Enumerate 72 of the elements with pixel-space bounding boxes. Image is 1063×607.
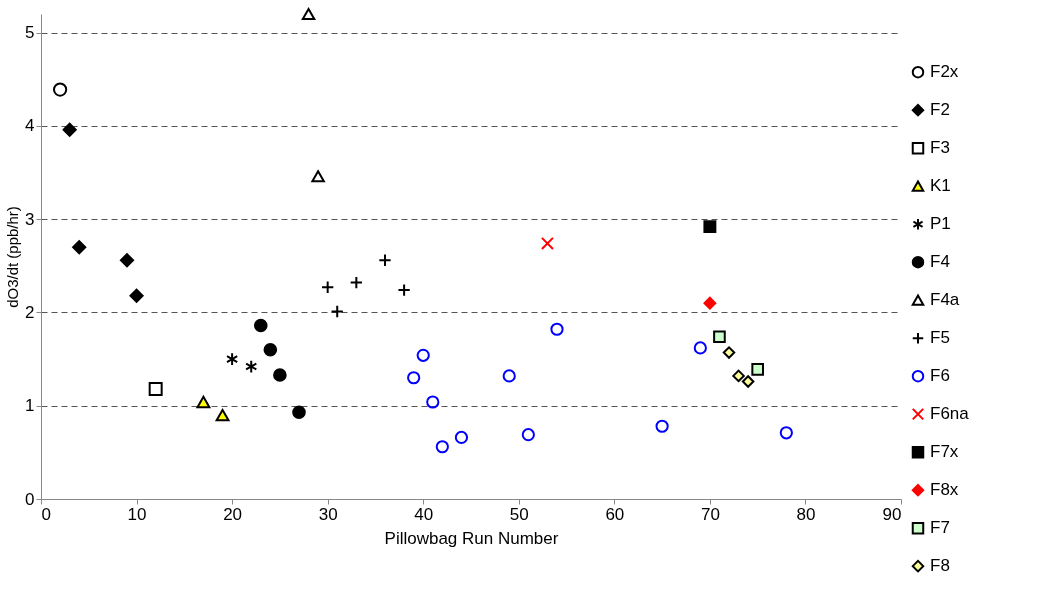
point xyxy=(435,440,449,454)
x-tick-label: 20 xyxy=(223,504,243,524)
legend-label: F3 xyxy=(930,138,950,158)
point xyxy=(62,122,77,137)
point xyxy=(416,348,430,362)
point xyxy=(779,426,793,440)
y-axis-title: dO3/dt (ppb/hr) xyxy=(4,206,22,308)
legend-label: F5 xyxy=(930,328,950,348)
x-tick-label: 70 xyxy=(700,504,720,524)
point xyxy=(245,359,258,374)
point xyxy=(330,304,344,319)
point xyxy=(540,236,554,250)
point xyxy=(321,280,335,294)
x-tick-label: 60 xyxy=(605,504,625,524)
point xyxy=(703,220,717,234)
legend-label: F6 xyxy=(930,366,950,386)
point xyxy=(693,341,707,355)
legend-label: F7x xyxy=(930,442,959,462)
point xyxy=(454,430,469,445)
y-tick-label: 1 xyxy=(25,396,35,416)
point xyxy=(253,318,268,333)
x-tick-label: 0 xyxy=(41,504,51,524)
point xyxy=(521,428,535,442)
point xyxy=(292,405,306,420)
point xyxy=(741,375,755,388)
x-axis-title: Pillowbag Run Number xyxy=(384,528,559,548)
point xyxy=(148,381,163,396)
y-tick-label: 2 xyxy=(25,302,35,322)
point xyxy=(378,253,392,267)
point xyxy=(196,395,211,409)
legend-label: F8 xyxy=(930,556,950,576)
x-tick-label: 50 xyxy=(509,504,529,524)
point xyxy=(311,170,325,183)
point xyxy=(703,296,717,310)
point xyxy=(732,369,745,383)
legend-label: F4a xyxy=(930,290,960,310)
point xyxy=(273,368,287,382)
point xyxy=(502,369,516,383)
point xyxy=(397,283,411,297)
point xyxy=(751,363,764,376)
point xyxy=(119,253,135,268)
y-tick-label: 3 xyxy=(25,209,35,229)
point xyxy=(550,322,564,336)
x-tick-label: 30 xyxy=(318,504,338,524)
legend-label: F4 xyxy=(930,252,950,272)
x-tick-label: 10 xyxy=(127,504,147,524)
point xyxy=(129,288,144,303)
y-tick-label: 0 xyxy=(25,489,35,509)
x-tick-label: 40 xyxy=(414,504,434,524)
legend-label: K1 xyxy=(930,176,951,196)
point xyxy=(52,82,68,97)
point xyxy=(263,342,278,357)
legend-label: P1 xyxy=(930,214,951,234)
legend-label: F8x xyxy=(930,480,959,500)
legend-label: F7 xyxy=(930,518,950,538)
y-tick-label: 4 xyxy=(25,116,35,136)
point xyxy=(426,395,440,409)
x-tick-label: 80 xyxy=(796,504,816,524)
point xyxy=(407,371,421,385)
point xyxy=(722,346,736,359)
point xyxy=(713,330,726,344)
point xyxy=(301,8,316,20)
legend-label: F6na xyxy=(930,404,970,424)
x-tick-label: 90 xyxy=(882,504,902,524)
legend-label: F2 xyxy=(930,100,950,120)
point xyxy=(655,419,669,433)
legend-label: F2x xyxy=(930,62,959,82)
point xyxy=(215,408,230,422)
y-tick-label: 5 xyxy=(25,23,35,43)
point xyxy=(226,352,239,366)
point xyxy=(349,275,363,290)
point xyxy=(72,240,87,255)
